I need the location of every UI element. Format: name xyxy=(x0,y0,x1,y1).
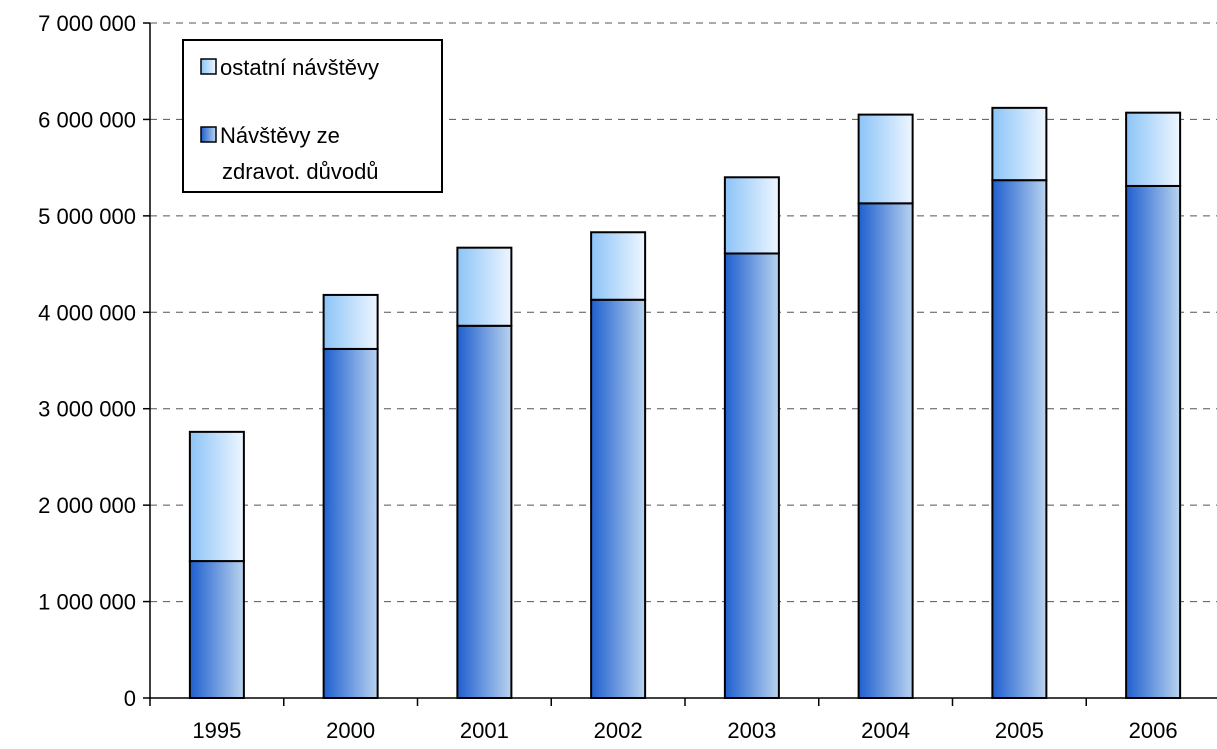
legend-label-navstevy-ze-zdravot-duvodu-line1: Návštěvy ze xyxy=(220,123,340,148)
legend-box xyxy=(182,39,443,193)
bar-zdravot-2004 xyxy=(857,202,914,699)
x-tick-label-2005: 2005 xyxy=(995,718,1044,743)
x-tick-label-2006: 2006 xyxy=(1129,718,1178,743)
bar-ostatni-2000 xyxy=(322,293,379,350)
bar-zdravot-2002 xyxy=(590,298,647,699)
legend: ostatní návštěvy Návštěvy ze zdravot. dů… xyxy=(182,39,443,193)
x-tick-label-2003: 2003 xyxy=(727,718,776,743)
x-tick-label-1995: 1995 xyxy=(192,718,241,743)
y-tick-label-2: 2 000 000 xyxy=(38,493,136,518)
y-tick-label-0: 0 xyxy=(124,686,136,711)
y-tick-label-1: 1 000 000 xyxy=(38,590,136,615)
bar-ostatni-2002 xyxy=(590,231,647,301)
y-tick-label-5: 5 000 000 xyxy=(38,204,136,229)
y-tick-label-4: 4 000 000 xyxy=(38,300,136,325)
legend-label-navstevy-ze-zdravot-duvodu-line2: zdravot. důvodů xyxy=(222,159,379,184)
gridlines xyxy=(150,22,1217,603)
bar-zdravot-2003 xyxy=(723,252,780,699)
bar-ostatni-2005 xyxy=(991,106,1048,182)
bar-zdravot-2006 xyxy=(1125,184,1182,699)
tick-labels: 0 1 000 000 2 000 000 3 000 000 4 000 000 5 0… xyxy=(38,11,1177,743)
x-tick-label-2002: 2002 xyxy=(594,718,643,743)
x-tick-label-2000: 2000 xyxy=(326,718,375,743)
legend-swatch-navstevy-ze-zdravot-duvodu xyxy=(200,126,217,143)
bar-zdravot-2000 xyxy=(322,347,379,699)
x-tick-label-2004: 2004 xyxy=(861,718,910,743)
y-tick-label-6: 6 000 000 xyxy=(38,107,136,132)
bar-zdravot-1995 xyxy=(188,560,245,699)
bars xyxy=(188,106,1182,699)
bar-zdravot-2005 xyxy=(991,179,1048,699)
bar-ostatni-2004 xyxy=(857,113,914,205)
bar-ostatni-2003 xyxy=(723,176,780,255)
axes xyxy=(143,22,1217,706)
bar-ostatni-2001 xyxy=(456,246,513,327)
y-tick-label-3: 3 000 000 xyxy=(38,397,136,422)
x-tick-label-2001: 2001 xyxy=(460,718,509,743)
y-tick-label-7: 7 000 000 xyxy=(38,11,136,36)
bar-ostatni-2006 xyxy=(1125,111,1182,187)
bar-zdravot-2001 xyxy=(456,324,513,699)
bar-ostatni-1995 xyxy=(188,430,245,563)
legend-label-ostatni-navstevy: ostatní návštěvy xyxy=(220,55,379,80)
legend-swatch-ostatni-navstevy xyxy=(200,58,217,75)
